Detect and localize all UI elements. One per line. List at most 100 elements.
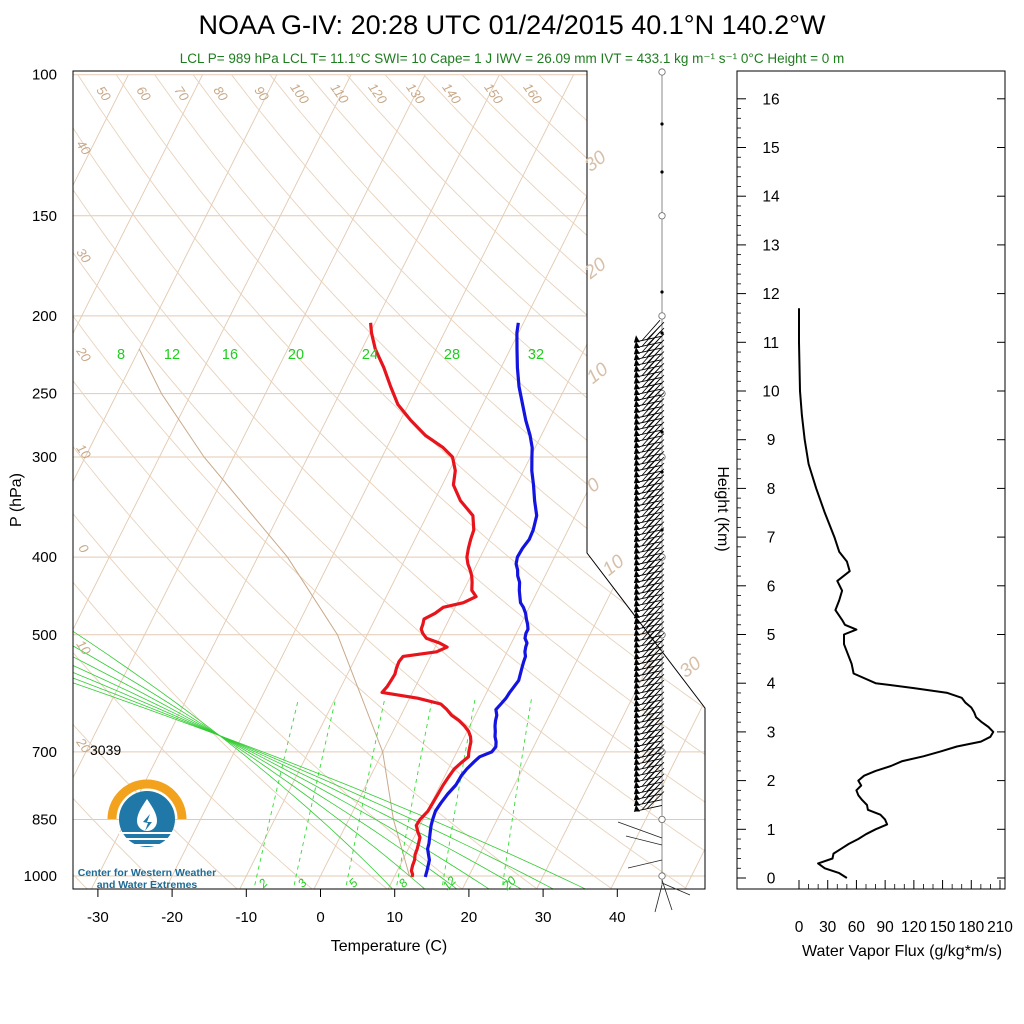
isotherm-label: 0 bbox=[75, 541, 92, 556]
dry-adiabat-line bbox=[77, 74, 705, 889]
x-tick-label: -10 bbox=[235, 909, 257, 926]
height-tick-label: 13 bbox=[762, 237, 779, 254]
isotherm-line bbox=[73, 74, 204, 889]
flux-x-tick-label: 210 bbox=[987, 919, 1013, 936]
wind-barb-low bbox=[627, 859, 663, 869]
flux-x-tick-label: 120 bbox=[901, 919, 927, 936]
diagonal-label: 30 bbox=[581, 147, 611, 177]
height-tick-label: 9 bbox=[767, 432, 776, 449]
diagonal-label: 20 bbox=[580, 254, 611, 284]
height-tick-label: 12 bbox=[762, 286, 779, 303]
flux-plot-border bbox=[736, 70, 1006, 890]
height-tick-label: 2 bbox=[767, 773, 776, 790]
height-tick-label: 3 bbox=[767, 724, 776, 741]
isotherm-line bbox=[73, 74, 426, 889]
flux-x-tick-label: 90 bbox=[876, 919, 894, 936]
wind-barb bbox=[633, 460, 665, 484]
dry-adiabat-line bbox=[73, 74, 705, 889]
moist-adiabat-line bbox=[73, 630, 394, 889]
isotherm-label: 130 bbox=[403, 80, 428, 107]
plot-border bbox=[72, 70, 706, 890]
x-tick-label: 0 bbox=[316, 909, 324, 926]
wind-barb bbox=[633, 671, 665, 695]
mixing-ratio-label-bottom: 5 bbox=[346, 876, 361, 891]
dry-adiabat-line bbox=[73, 74, 242, 889]
y-tick-label: 700 bbox=[32, 744, 57, 761]
y-tick-label: 500 bbox=[32, 627, 57, 644]
x-tick-label: -30 bbox=[87, 909, 109, 926]
isotherm-label: 160 bbox=[520, 80, 545, 107]
diagonal-label: 10 bbox=[599, 551, 629, 581]
diagonal-label: 30 bbox=[676, 653, 706, 683]
mixing-ratio-label-bottom: 3 bbox=[295, 876, 310, 891]
barb-dot bbox=[660, 290, 664, 294]
chart-title: NOAA G-IV: 20:28 UTC 01/24/2015 40.1°N 1… bbox=[199, 10, 826, 40]
moist-adiabat-line bbox=[73, 677, 555, 889]
flux-x-tick-label: 0 bbox=[795, 919, 804, 936]
isotherm-line bbox=[73, 74, 278, 889]
mixing-ratio-label: 8 bbox=[117, 347, 125, 363]
wind-barb-low bbox=[617, 821, 663, 839]
isotherm-line bbox=[73, 74, 352, 889]
mixing-ratio-line bbox=[441, 698, 476, 889]
dry-adiabat-line bbox=[461, 74, 705, 889]
wind-barb-low bbox=[625, 835, 663, 846]
dry-adiabat-line bbox=[231, 74, 705, 889]
x-tick-label: -20 bbox=[161, 909, 183, 926]
height-tick-label: 7 bbox=[767, 530, 776, 547]
wind-barb-low bbox=[654, 884, 663, 913]
height-tick-label: 10 bbox=[762, 384, 780, 401]
barb-dot bbox=[660, 331, 664, 335]
x-tick-label: 40 bbox=[609, 909, 626, 926]
flux-x-tick-label: 30 bbox=[819, 919, 837, 936]
mixing-ratio-label: 16 bbox=[222, 347, 238, 363]
barb-circle bbox=[658, 68, 666, 76]
wind-barb-low bbox=[661, 882, 691, 896]
height-tick-label: 1 bbox=[767, 822, 776, 839]
mixing-ratio-line bbox=[395, 698, 433, 889]
barb-circle bbox=[658, 553, 666, 561]
isotherm-label: 80 bbox=[210, 83, 231, 104]
mixing-ratio-lines bbox=[73, 630, 587, 889]
flux-x-axis-label: Water Vapor Flux (g/kg*m/s) bbox=[802, 943, 1002, 960]
dry-adiabat-line bbox=[154, 74, 705, 889]
isotherm-label: 90 bbox=[251, 83, 272, 104]
x-tick-label: 30 bbox=[535, 909, 552, 926]
isotherm-label: 20 bbox=[73, 343, 95, 365]
wind-barb bbox=[633, 384, 665, 408]
barb-circle bbox=[658, 815, 666, 824]
mixing-ratio-label: 32 bbox=[528, 347, 544, 363]
height-tick-label: 15 bbox=[762, 140, 779, 157]
height-tick-label: 11 bbox=[763, 335, 779, 352]
y-tick-label: 150 bbox=[32, 208, 57, 225]
moist-adiabat-line bbox=[73, 645, 426, 889]
logo-text-line1: Center for Western Weather bbox=[78, 867, 216, 879]
wind-barb bbox=[633, 360, 665, 384]
isotherm-label: 60 bbox=[133, 83, 154, 104]
wind-barb bbox=[633, 754, 665, 777]
mixing-ratio-label: 20 bbox=[288, 347, 304, 363]
dry-adiabat-line bbox=[73, 74, 618, 889]
height-annotation: 3039 bbox=[90, 742, 121, 758]
wind-barbs bbox=[617, 68, 691, 913]
mixing-ratio-line bbox=[292, 698, 337, 889]
barb-circle bbox=[658, 312, 666, 320]
dry-adiabat-line bbox=[73, 74, 705, 889]
mixing-ratio-line bbox=[345, 698, 386, 889]
isotherm-line bbox=[608, 74, 705, 889]
height-tick-label: 5 bbox=[767, 627, 776, 644]
series-dewpoint-line bbox=[423, 322, 539, 878]
dry-adiabat-line bbox=[73, 74, 393, 889]
mixing-ratio-label-bottom: 8 bbox=[396, 876, 411, 891]
barb-dot bbox=[660, 430, 664, 434]
y-axis-label: P (hPa) bbox=[8, 473, 25, 527]
flux-x-tick-label: 150 bbox=[930, 919, 956, 936]
x-tick-label: 10 bbox=[386, 909, 403, 926]
mixing-ratio-label: 28 bbox=[444, 347, 460, 363]
logo-text-line2: and Water Extremes bbox=[97, 879, 198, 891]
flux-x-tick-label: 180 bbox=[958, 919, 984, 936]
height-tick-label: 14 bbox=[762, 189, 780, 206]
y-tick-label: 300 bbox=[32, 449, 57, 466]
height-tick-label: 8 bbox=[767, 481, 776, 498]
